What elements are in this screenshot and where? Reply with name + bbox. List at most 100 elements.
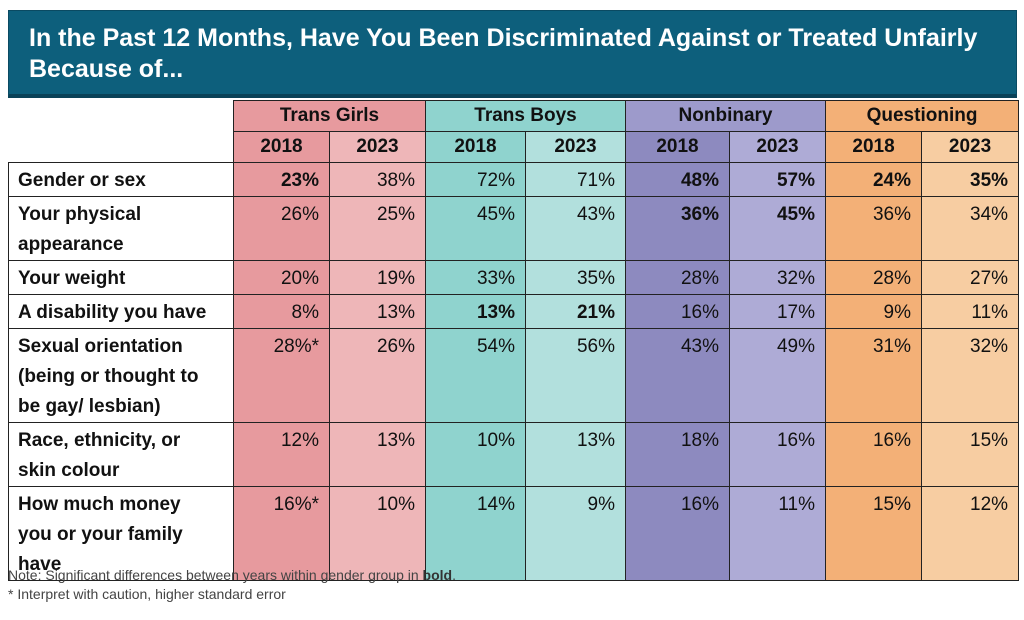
value-cell: 28% xyxy=(825,260,923,295)
table-row: Your physical appearance 26% 25% 45% 43% 36% 45… xyxy=(8,196,1020,261)
value-cell: 28%* xyxy=(233,328,330,423)
row-label: Gender or sex xyxy=(8,162,234,197)
value-cell: 43% xyxy=(625,328,730,423)
row-label: How much money you or your family have xyxy=(8,486,234,581)
value-cell: 11% xyxy=(728,486,827,581)
row-label-line: Race, ethnicity, or xyxy=(18,430,181,451)
value-cell: 16%* xyxy=(233,486,330,581)
table-row: Sexual orientation (being or thought to be… xyxy=(8,328,1020,423)
row-label-line: Gender or sex xyxy=(18,170,146,191)
value-cell: 14% xyxy=(425,486,526,581)
group-header-trans-boys: Trans Boys xyxy=(425,100,626,132)
row-label-line: appearance xyxy=(18,234,124,255)
year-header: 2018 xyxy=(825,131,923,163)
year-header-row: 2018 2023 2018 2023 2018 2023 2018 2023 xyxy=(8,131,1020,163)
value-cell: 16% xyxy=(625,486,730,581)
row-label: Your physical appearance xyxy=(8,196,234,261)
group-header-row: Trans Girls Trans Boys Nonbinary Questio… xyxy=(8,100,1020,132)
title-bar: In the Past 12 Months, Have You Been Dis… xyxy=(8,10,1017,98)
table-row: Race, ethnicity, or skin colour 12% 13% 10% 1… xyxy=(8,422,1020,487)
value-cell: 16% xyxy=(728,422,827,487)
group-header-nonbinary: Nonbinary xyxy=(624,100,827,132)
note-significance-bold: bold xyxy=(422,567,453,583)
value-cell: 13% xyxy=(329,294,426,329)
value-cell: 11% xyxy=(921,294,1020,329)
value-cell: 48% xyxy=(625,162,730,197)
value-cell: 12% xyxy=(921,486,1020,581)
value-cell: 45% xyxy=(728,196,827,261)
value-cell: 16% xyxy=(625,294,730,329)
row-label-line: skin colour xyxy=(18,460,120,481)
value-cell: 17% xyxy=(728,294,827,329)
group-header-trans-girls: Trans Girls xyxy=(233,100,426,132)
value-cell: 13% xyxy=(525,422,626,487)
corner-cell xyxy=(8,100,234,132)
table-body: Gender or sex 23% 38% 72% 71% 48% 57% 24% 35% You… xyxy=(8,162,1020,581)
year-header: 2023 xyxy=(329,131,426,163)
value-cell: 26% xyxy=(329,328,426,423)
value-cell: 23% xyxy=(233,162,330,197)
value-cell: 10% xyxy=(425,422,526,487)
value-cell: 49% xyxy=(728,328,827,423)
table-row: Gender or sex 23% 38% 72% 71% 48% 57% 24% 35% xyxy=(8,162,1020,197)
value-cell: 10% xyxy=(329,486,426,581)
value-cell: 36% xyxy=(825,196,923,261)
value-cell: 32% xyxy=(921,328,1020,423)
value-cell: 35% xyxy=(525,260,626,295)
note-significance-suffix: . xyxy=(452,567,456,583)
year-header: 2018 xyxy=(625,131,730,163)
value-cell: 27% xyxy=(921,260,1020,295)
notes: Note: Significant differences between ye… xyxy=(8,566,456,604)
row-label-line: Your weight xyxy=(18,268,126,289)
table-row: How much money you or your family have 16%*… xyxy=(8,486,1020,581)
row-label-line: be gay/ lesbian) xyxy=(18,396,161,417)
value-cell: 16% xyxy=(825,422,923,487)
value-cell: 19% xyxy=(329,260,426,295)
row-label-line: have xyxy=(18,554,62,575)
value-cell: 12% xyxy=(233,422,330,487)
value-cell: 26% xyxy=(233,196,330,261)
value-cell: 57% xyxy=(728,162,827,197)
value-cell: 28% xyxy=(625,260,730,295)
year-header: 2018 xyxy=(425,131,526,163)
group-header-questioning: Questioning xyxy=(825,100,1020,132)
value-cell: 43% xyxy=(525,196,626,261)
value-cell: 36% xyxy=(625,196,730,261)
note-significance-prefix: Note: Significant differences between ye… xyxy=(8,567,423,583)
value-cell: 15% xyxy=(921,422,1020,487)
note-caution: * Interpret with caution, higher standar… xyxy=(8,586,286,602)
year-header: 2018 xyxy=(233,131,330,163)
value-cell: 9% xyxy=(525,486,626,581)
value-cell: 71% xyxy=(525,162,626,197)
row-label-line: you or your family xyxy=(18,524,183,545)
row-label-line: A disability you have xyxy=(18,302,207,323)
row-label-line: Sexual orientation xyxy=(18,336,183,357)
chart-title: In the Past 12 Months, Have You Been Dis… xyxy=(29,24,978,83)
data-table: Trans Girls Trans Boys Nonbinary Questio… xyxy=(8,100,1020,581)
value-cell: 31% xyxy=(825,328,923,423)
value-cell: 45% xyxy=(425,196,526,261)
row-label: Sexual orientation (being or thought to be… xyxy=(8,328,234,423)
year-header: 2023 xyxy=(525,131,626,163)
value-cell: 20% xyxy=(233,260,330,295)
row-label-line: (being or thought to xyxy=(18,366,199,387)
value-cell: 15% xyxy=(825,486,923,581)
table-row: A disability you have 8% 13% 13% 21% 16% 17% 9%… xyxy=(8,294,1020,329)
value-cell: 21% xyxy=(525,294,626,329)
value-cell: 13% xyxy=(329,422,426,487)
table-row: Your weight 20% 19% 33% 35% 28% 32% 28% 27% xyxy=(8,260,1020,295)
value-cell: 33% xyxy=(425,260,526,295)
value-cell: 9% xyxy=(825,294,923,329)
row-label-line: Your physical xyxy=(18,204,142,225)
value-cell: 32% xyxy=(728,260,827,295)
note-significance: Note: Significant differences between ye… xyxy=(8,566,456,585)
value-cell: 8% xyxy=(233,294,330,329)
value-cell: 38% xyxy=(329,162,426,197)
value-cell: 56% xyxy=(525,328,626,423)
row-label-line: How much money xyxy=(18,494,181,515)
value-cell: 35% xyxy=(921,162,1020,197)
corner-cell xyxy=(8,131,234,163)
value-cell: 54% xyxy=(425,328,526,423)
year-header: 2023 xyxy=(728,131,827,163)
value-cell: 24% xyxy=(825,162,923,197)
